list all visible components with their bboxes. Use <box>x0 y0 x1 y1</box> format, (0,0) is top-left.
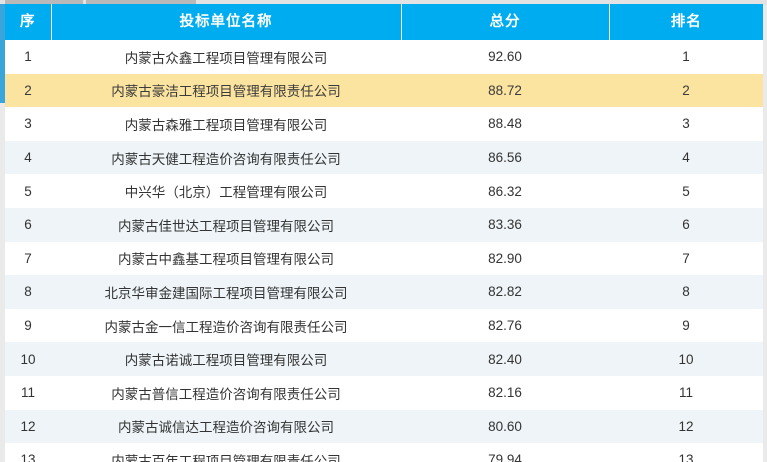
cell-score: 86.32 <box>488 183 522 199</box>
cell-rank: 8 <box>682 284 690 300</box>
table-header: 序 投标单位名称 总分 排名 <box>5 4 763 40</box>
table-row[interactable]: 9 内蒙古金一信工程造价咨询有限责任公司 82.76 9 <box>5 308 763 343</box>
table-row[interactable]: 12 内蒙古诚信达工程造价咨询有限公司 80.60 12 <box>5 409 763 444</box>
cell-seq: 9 <box>24 318 32 334</box>
cell-seq: 13 <box>20 452 36 462</box>
column-header-score[interactable]: 总分 <box>401 4 610 40</box>
cell-rank: 13 <box>678 452 694 462</box>
table-row[interactable]: 10 内蒙古诺诚工程项目管理有限公司 82.40 10 <box>5 342 763 376</box>
cell-seq: 12 <box>20 418 36 434</box>
table-header-row: 序 投标单位名称 总分 排名 <box>5 4 763 40</box>
bid-results-table-container: 序 投标单位名称 总分 排名 1 内蒙古众鑫工程项目管理有限公司 92.60 1 2 内蒙… <box>5 4 763 462</box>
cell-name: 中兴华（北京）工程管理有限公司 <box>124 185 328 201</box>
table-row[interactable]: 13 内蒙古百年工程项目管理有限责任公司 79.94 13 <box>5 443 763 462</box>
table-body: 1 内蒙古众鑫工程项目管理有限公司 92.60 1 2 内蒙古豪洁工程项目管理有限责任公司… <box>5 40 763 462</box>
cell-score: 92.60 <box>488 49 522 65</box>
cell-name: 北京华审金建国际工程项目管理有限公司 <box>104 285 348 301</box>
cell-name: 内蒙古森雅工程项目管理有限公司 <box>124 117 328 133</box>
table-row[interactable]: 7 内蒙古中鑫基工程项目管理有限公司 82.90 7 <box>5 241 763 276</box>
cell-name: 内蒙古佳世达工程项目管理有限公司 <box>118 218 334 234</box>
table-row[interactable]: 11 内蒙古普信工程造价咨询有限责任公司 82.16 11 <box>5 375 763 410</box>
vertical-scrollbar-thumb[interactable] <box>0 4 5 103</box>
cell-rank: 5 <box>682 183 690 199</box>
cell-seq: 11 <box>20 385 35 401</box>
cell-seq: 2 <box>24 82 32 98</box>
cell-rank: 3 <box>682 116 690 132</box>
cell-rank: 7 <box>682 250 690 266</box>
cell-score: 82.76 <box>488 318 522 334</box>
table-row[interactable]: 1 内蒙古众鑫工程项目管理有限公司 92.60 1 <box>5 40 763 74</box>
cell-name: 内蒙古诚信达工程造价咨询有限公司 <box>118 420 334 436</box>
cell-score: 83.36 <box>488 217 522 233</box>
cell-name: 内蒙古诺诚工程项目管理有限公司 <box>124 353 328 369</box>
cell-seq: 3 <box>24 116 32 132</box>
cell-seq: 1 <box>24 49 32 65</box>
table-row[interactable]: 6 内蒙古佳世达工程项目管理有限公司 83.36 6 <box>5 207 763 242</box>
cell-score: 88.48 <box>488 116 522 132</box>
cell-rank: 10 <box>678 351 694 367</box>
table-row[interactable]: 3 内蒙古森雅工程项目管理有限公司 88.48 3 <box>5 107 763 141</box>
cell-seq: 5 <box>24 183 32 199</box>
cell-score: 82.40 <box>488 351 522 367</box>
toolbar-chip-right <box>86 0 196 4</box>
cell-score: 82.82 <box>488 284 522 300</box>
column-header-name[interactable]: 投标单位名称 <box>51 4 402 40</box>
cell-rank: 9 <box>682 318 690 334</box>
cell-rank: 11 <box>678 385 693 401</box>
column-header-seq[interactable]: 序 <box>5 4 52 40</box>
cell-rank: 12 <box>678 418 694 434</box>
cell-score: 82.90 <box>488 250 522 266</box>
cell-seq: 10 <box>20 351 36 367</box>
cell-seq: 7 <box>24 250 32 266</box>
cell-rank: 1 <box>682 49 690 65</box>
cell-seq: 6 <box>24 217 32 233</box>
bid-results-table: 序 投标单位名称 总分 排名 1 内蒙古众鑫工程项目管理有限公司 92.60 1 2 内蒙… <box>5 4 763 462</box>
cell-name: 内蒙古中鑫基工程项目管理有限公司 <box>118 252 334 268</box>
cell-score: 80.60 <box>488 418 522 434</box>
cell-score: 88.72 <box>488 82 522 98</box>
cell-name: 内蒙古百年工程项目管理有限责任公司 <box>111 453 341 462</box>
cell-name: 内蒙古天健工程造价咨询有限责任公司 <box>111 151 341 167</box>
table-row[interactable]: 8 北京华审金建国际工程项目管理有限公司 82.82 8 <box>5 275 763 309</box>
cell-seq: 8 <box>24 284 32 300</box>
cell-seq: 4 <box>24 150 32 166</box>
cell-name: 内蒙古普信工程造价咨询有限责任公司 <box>111 386 341 402</box>
table-row[interactable]: 2 内蒙古豪洁工程项目管理有限责任公司 88.72 2 <box>5 73 763 108</box>
cell-rank: 4 <box>682 150 690 166</box>
toolbar-chip-left <box>5 0 83 4</box>
cell-name: 内蒙古众鑫工程项目管理有限公司 <box>124 50 328 66</box>
cell-rank: 6 <box>682 217 690 233</box>
table-row[interactable]: 4 内蒙古天健工程造价咨询有限责任公司 86.56 4 <box>5 140 763 175</box>
table-row[interactable]: 5 中兴华（北京）工程管理有限公司 86.32 5 <box>5 174 763 208</box>
top-toolbar-strip <box>0 0 767 5</box>
cell-score: 86.56 <box>488 150 522 166</box>
cell-name: 内蒙古金一信工程造价咨询有限责任公司 <box>104 319 348 335</box>
column-header-rank[interactable]: 排名 <box>609 4 763 40</box>
cell-score: 79.94 <box>488 452 522 462</box>
cell-name: 内蒙古豪洁工程项目管理有限责任公司 <box>111 84 341 100</box>
cell-score: 82.16 <box>488 385 522 401</box>
cell-rank: 2 <box>682 82 690 98</box>
